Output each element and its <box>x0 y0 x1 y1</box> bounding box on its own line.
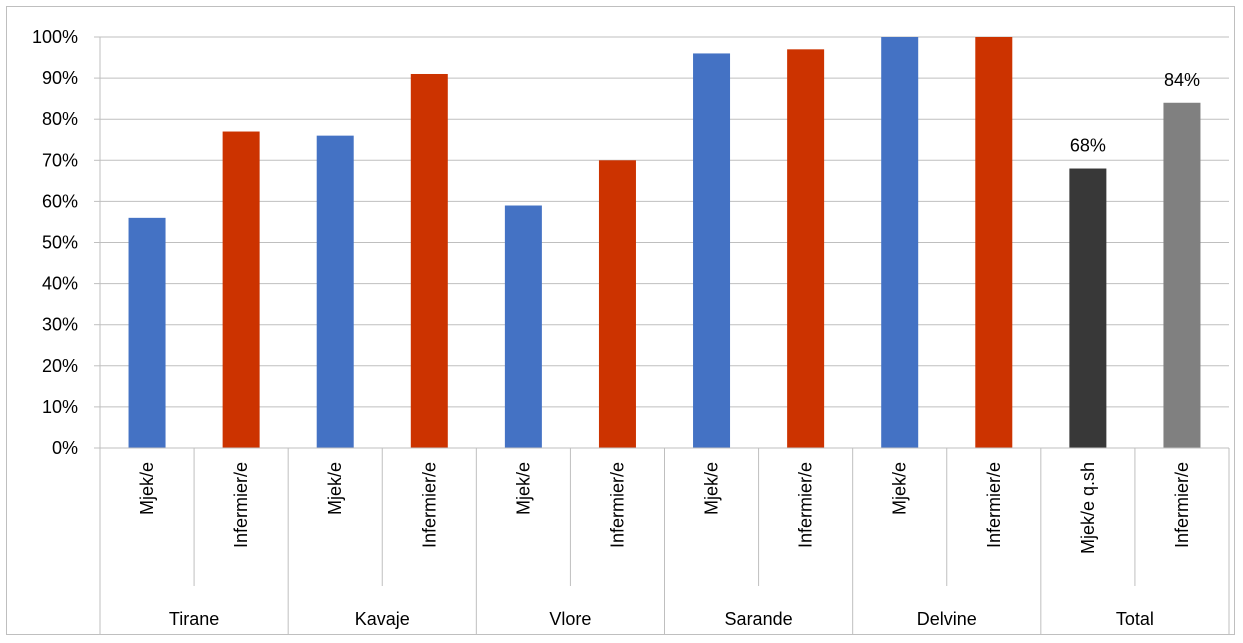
category-label: Mjek/e <box>513 462 533 515</box>
bar-total-2 <box>1163 102 1201 448</box>
group-label: Kavaje <box>355 609 410 629</box>
category-label: Infermier/e <box>607 462 627 548</box>
group-label: Vlore <box>549 609 591 629</box>
y-tick-label: 0% <box>52 438 78 458</box>
y-tick-label: 10% <box>42 397 78 417</box>
category-label: Mjek/e <box>325 462 345 515</box>
group-label: Tirane <box>169 609 219 629</box>
bar-kavaje-2 <box>410 73 448 449</box>
category-label: Mjek/e q.sh <box>1078 462 1098 554</box>
y-tick-label: 70% <box>42 150 78 170</box>
y-tick-label: 60% <box>42 191 78 211</box>
category-label: Infermier/e <box>419 462 439 548</box>
category-label: Infermier/e <box>796 462 816 548</box>
bar-sarande-1 <box>693 53 731 448</box>
bar-total-1 <box>1069 168 1107 448</box>
group-label: Total <box>1116 609 1154 629</box>
y-tick-label: 30% <box>42 315 78 335</box>
data-label: 84% <box>1164 70 1200 90</box>
y-tick-label: 80% <box>42 109 78 129</box>
category-label: Infermier/e <box>1172 462 1192 548</box>
bar-vlore-1 <box>504 205 542 448</box>
bar-delvine-1 <box>881 37 919 448</box>
category-label: Infermier/e <box>984 462 1004 548</box>
bar-vlore-2 <box>598 160 636 449</box>
y-tick-label: 50% <box>42 233 78 253</box>
y-tick-label: 90% <box>42 68 78 88</box>
category-label: Mjek/e <box>137 462 157 515</box>
y-tick-label: 20% <box>42 356 78 376</box>
category-label: Infermier/e <box>231 462 251 548</box>
y-tick-label: 40% <box>42 274 78 294</box>
group-label: Delvine <box>917 609 977 629</box>
category-label: Mjek/e <box>702 462 722 515</box>
y-tick-label: 100% <box>32 27 78 47</box>
bar-delvine-2 <box>975 37 1013 448</box>
bar-tirane-1 <box>128 217 166 448</box>
data-label: 68% <box>1070 136 1106 156</box>
bar-tirane-2 <box>222 131 260 448</box>
bar-kavaje-1 <box>316 135 354 448</box>
category-label: Mjek/e <box>890 462 910 515</box>
group-label: Sarande <box>725 609 793 629</box>
bar-sarande-2 <box>787 49 825 449</box>
